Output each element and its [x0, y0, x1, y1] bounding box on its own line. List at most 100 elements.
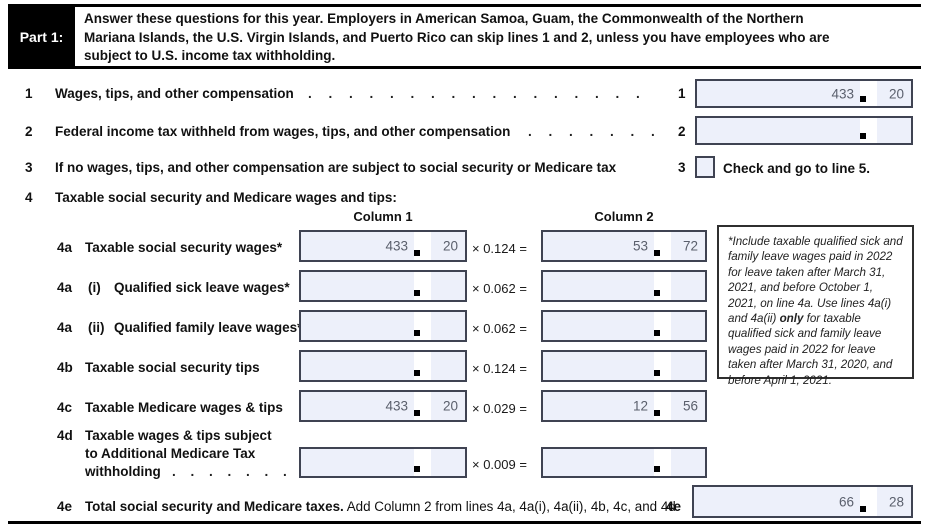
line4e-amount-box[interactable]: 66 28: [692, 485, 913, 518]
decimal-dot: [860, 506, 866, 512]
row4a-col1-box[interactable]: 433 20: [299, 230, 467, 262]
row4b-multiplier: × 0.124 =: [472, 361, 527, 376]
line4e-dollars: 66: [838, 494, 854, 509]
line1-cents: 20: [888, 86, 904, 101]
line4a-footnote-box: *Include taxable qualified sick and fami…: [717, 225, 914, 387]
part1-tag-label: Part 1:: [19, 28, 64, 45]
column1-header: Column 1: [353, 209, 413, 224]
decimal-dot: [414, 410, 420, 416]
line2-dot-leaders: . . . . . . .: [528, 124, 655, 139]
decimal-dot: [860, 96, 866, 102]
decimal-dot: [414, 330, 420, 336]
line4e-cents: 28: [888, 494, 904, 509]
decimal-dot: [654, 250, 660, 256]
instructions-line: Answer these questions for this year. Em…: [84, 11, 804, 26]
footnote-text-before: *Include taxable qualified sick and fami…: [728, 235, 903, 326]
line2-number: 2: [25, 124, 33, 139]
line4e-label-rest: Add Column 2 from lines 4a, 4a(i), 4a(ii…: [343, 499, 676, 514]
row4d-label-line1: Taxable wages & tips subject: [85, 428, 272, 443]
row4d-number: 4d: [57, 428, 73, 443]
decimal-dot: [654, 290, 660, 296]
line1-box-number: 1: [678, 86, 686, 101]
line2-amount-box[interactable]: [695, 116, 913, 145]
row4aii-multiplier: × 0.062 =: [472, 321, 527, 336]
row4b-col1-box[interactable]: [299, 350, 467, 382]
row4c-col2-cents: 56: [682, 398, 698, 414]
part1-instructions: Answer these questions for this year. Em…: [84, 10, 924, 66]
row4b-number: 4b: [57, 360, 73, 375]
line1-dollars: 433: [831, 86, 854, 101]
decimal-dot: [654, 410, 660, 416]
top-rule: [8, 4, 921, 7]
footnote-text-after: for taxable qualified sick and family le…: [728, 312, 893, 387]
row4d-dot-leaders: . . . . . . .: [172, 464, 287, 479]
row4ai-subnumber: (i): [88, 280, 101, 295]
row4ai-col1-box[interactable]: [299, 270, 467, 302]
line4e-label: Total social security and Medicare taxes…: [85, 499, 676, 514]
line4e-box-number: 4e: [666, 499, 682, 514]
line4e-label-bold: Total social security and Medicare taxes…: [85, 499, 344, 514]
part1-tag: Part 1:: [8, 7, 75, 66]
row4a-label: Taxable social security wages*: [85, 240, 283, 255]
line1-dot-leaders: . . . . . . . . . . . . . . . . .: [308, 86, 640, 101]
line1-amount-box[interactable]: 433 20: [695, 79, 913, 108]
row4a-number: 4a: [57, 240, 73, 255]
decimal-dot: [414, 370, 420, 376]
column2-header: Column 2: [594, 209, 654, 224]
row4c-col1-dollars: 433: [385, 398, 408, 414]
decimal-dot: [414, 290, 420, 296]
line2-label: Federal income tax withheld from wages, …: [55, 124, 511, 139]
row4c-col2-box[interactable]: 12 56: [541, 390, 707, 422]
line3-checkbox[interactable]: [695, 156, 715, 178]
line1-number: 1: [25, 86, 33, 101]
row4a-multiplier: × 0.124 =: [472, 241, 527, 256]
row4b-label: Taxable social security tips: [85, 360, 260, 375]
instructions-line: Mariana Islands, the U.S. Virgin Islands…: [84, 29, 830, 45]
row4aii-label: Qualified family leave wages*: [114, 320, 303, 335]
row4c-number: 4c: [57, 400, 73, 415]
line4e-number: 4e: [57, 499, 73, 514]
line3-number: 3: [25, 160, 33, 175]
line1-label: Wages, tips, and other compensation: [55, 86, 294, 101]
row4a-col2-dollars: 53: [632, 238, 648, 254]
row4aii-col2-box[interactable]: [541, 310, 707, 342]
cents-divider-strip: [860, 81, 877, 106]
line3-label: If no wages, tips, and other compensatio…: [55, 160, 617, 175]
row4b-col2-box[interactable]: [541, 350, 707, 382]
row4c-col1-cents: 20: [442, 398, 458, 414]
row4a-col1-cents: 20: [442, 238, 458, 254]
bottom-rule: [8, 521, 921, 524]
row4d-label-line3: withholding: [85, 464, 161, 479]
row4a-col2-cents: 72: [682, 238, 698, 254]
row4ai-col2-box[interactable]: [541, 270, 707, 302]
decimal-dot: [414, 250, 420, 256]
decimal-dot: [860, 133, 866, 139]
row4a-col2-box[interactable]: 53 72: [541, 230, 707, 262]
row4d-label-line2: to Additional Medicare Tax: [85, 446, 256, 461]
line3-checkbox-label: Check and go to line 5.: [723, 161, 871, 176]
row4c-col1-box[interactable]: 433 20: [299, 390, 467, 422]
row4d-multiplier: × 0.009 =: [472, 457, 527, 472]
row4d-col1-box[interactable]: [299, 447, 467, 478]
instructions-line: subject to U.S. income tax withholding.: [84, 48, 336, 63]
row4aii-subnumber: (ii): [88, 320, 105, 335]
line4-label: Taxable social security and Medicare wag…: [55, 190, 397, 205]
row4a-col1-dollars: 433: [385, 238, 408, 254]
line3-box-number: 3: [678, 160, 686, 175]
row4aii-col1-box[interactable]: [299, 310, 467, 342]
cents-divider-strip: [860, 118, 877, 143]
row4c-label: Taxable Medicare wages & tips: [85, 400, 283, 415]
line4-number: 4: [25, 190, 33, 205]
decimal-dot: [414, 466, 420, 472]
row4ai-label: Qualified sick leave wages*: [114, 280, 290, 295]
decimal-dot: [654, 330, 660, 336]
row4c-multiplier: × 0.029 =: [472, 401, 527, 416]
row4d-col2-box[interactable]: [541, 447, 707, 478]
line2-box-number: 2: [678, 124, 686, 139]
footnote-text-bold: only: [779, 312, 804, 326]
row4ai-multiplier: × 0.062 =: [472, 281, 527, 296]
row4c-col2-dollars: 12: [632, 398, 648, 414]
row4ai-number: 4a: [57, 280, 73, 295]
decimal-dot: [654, 466, 660, 472]
